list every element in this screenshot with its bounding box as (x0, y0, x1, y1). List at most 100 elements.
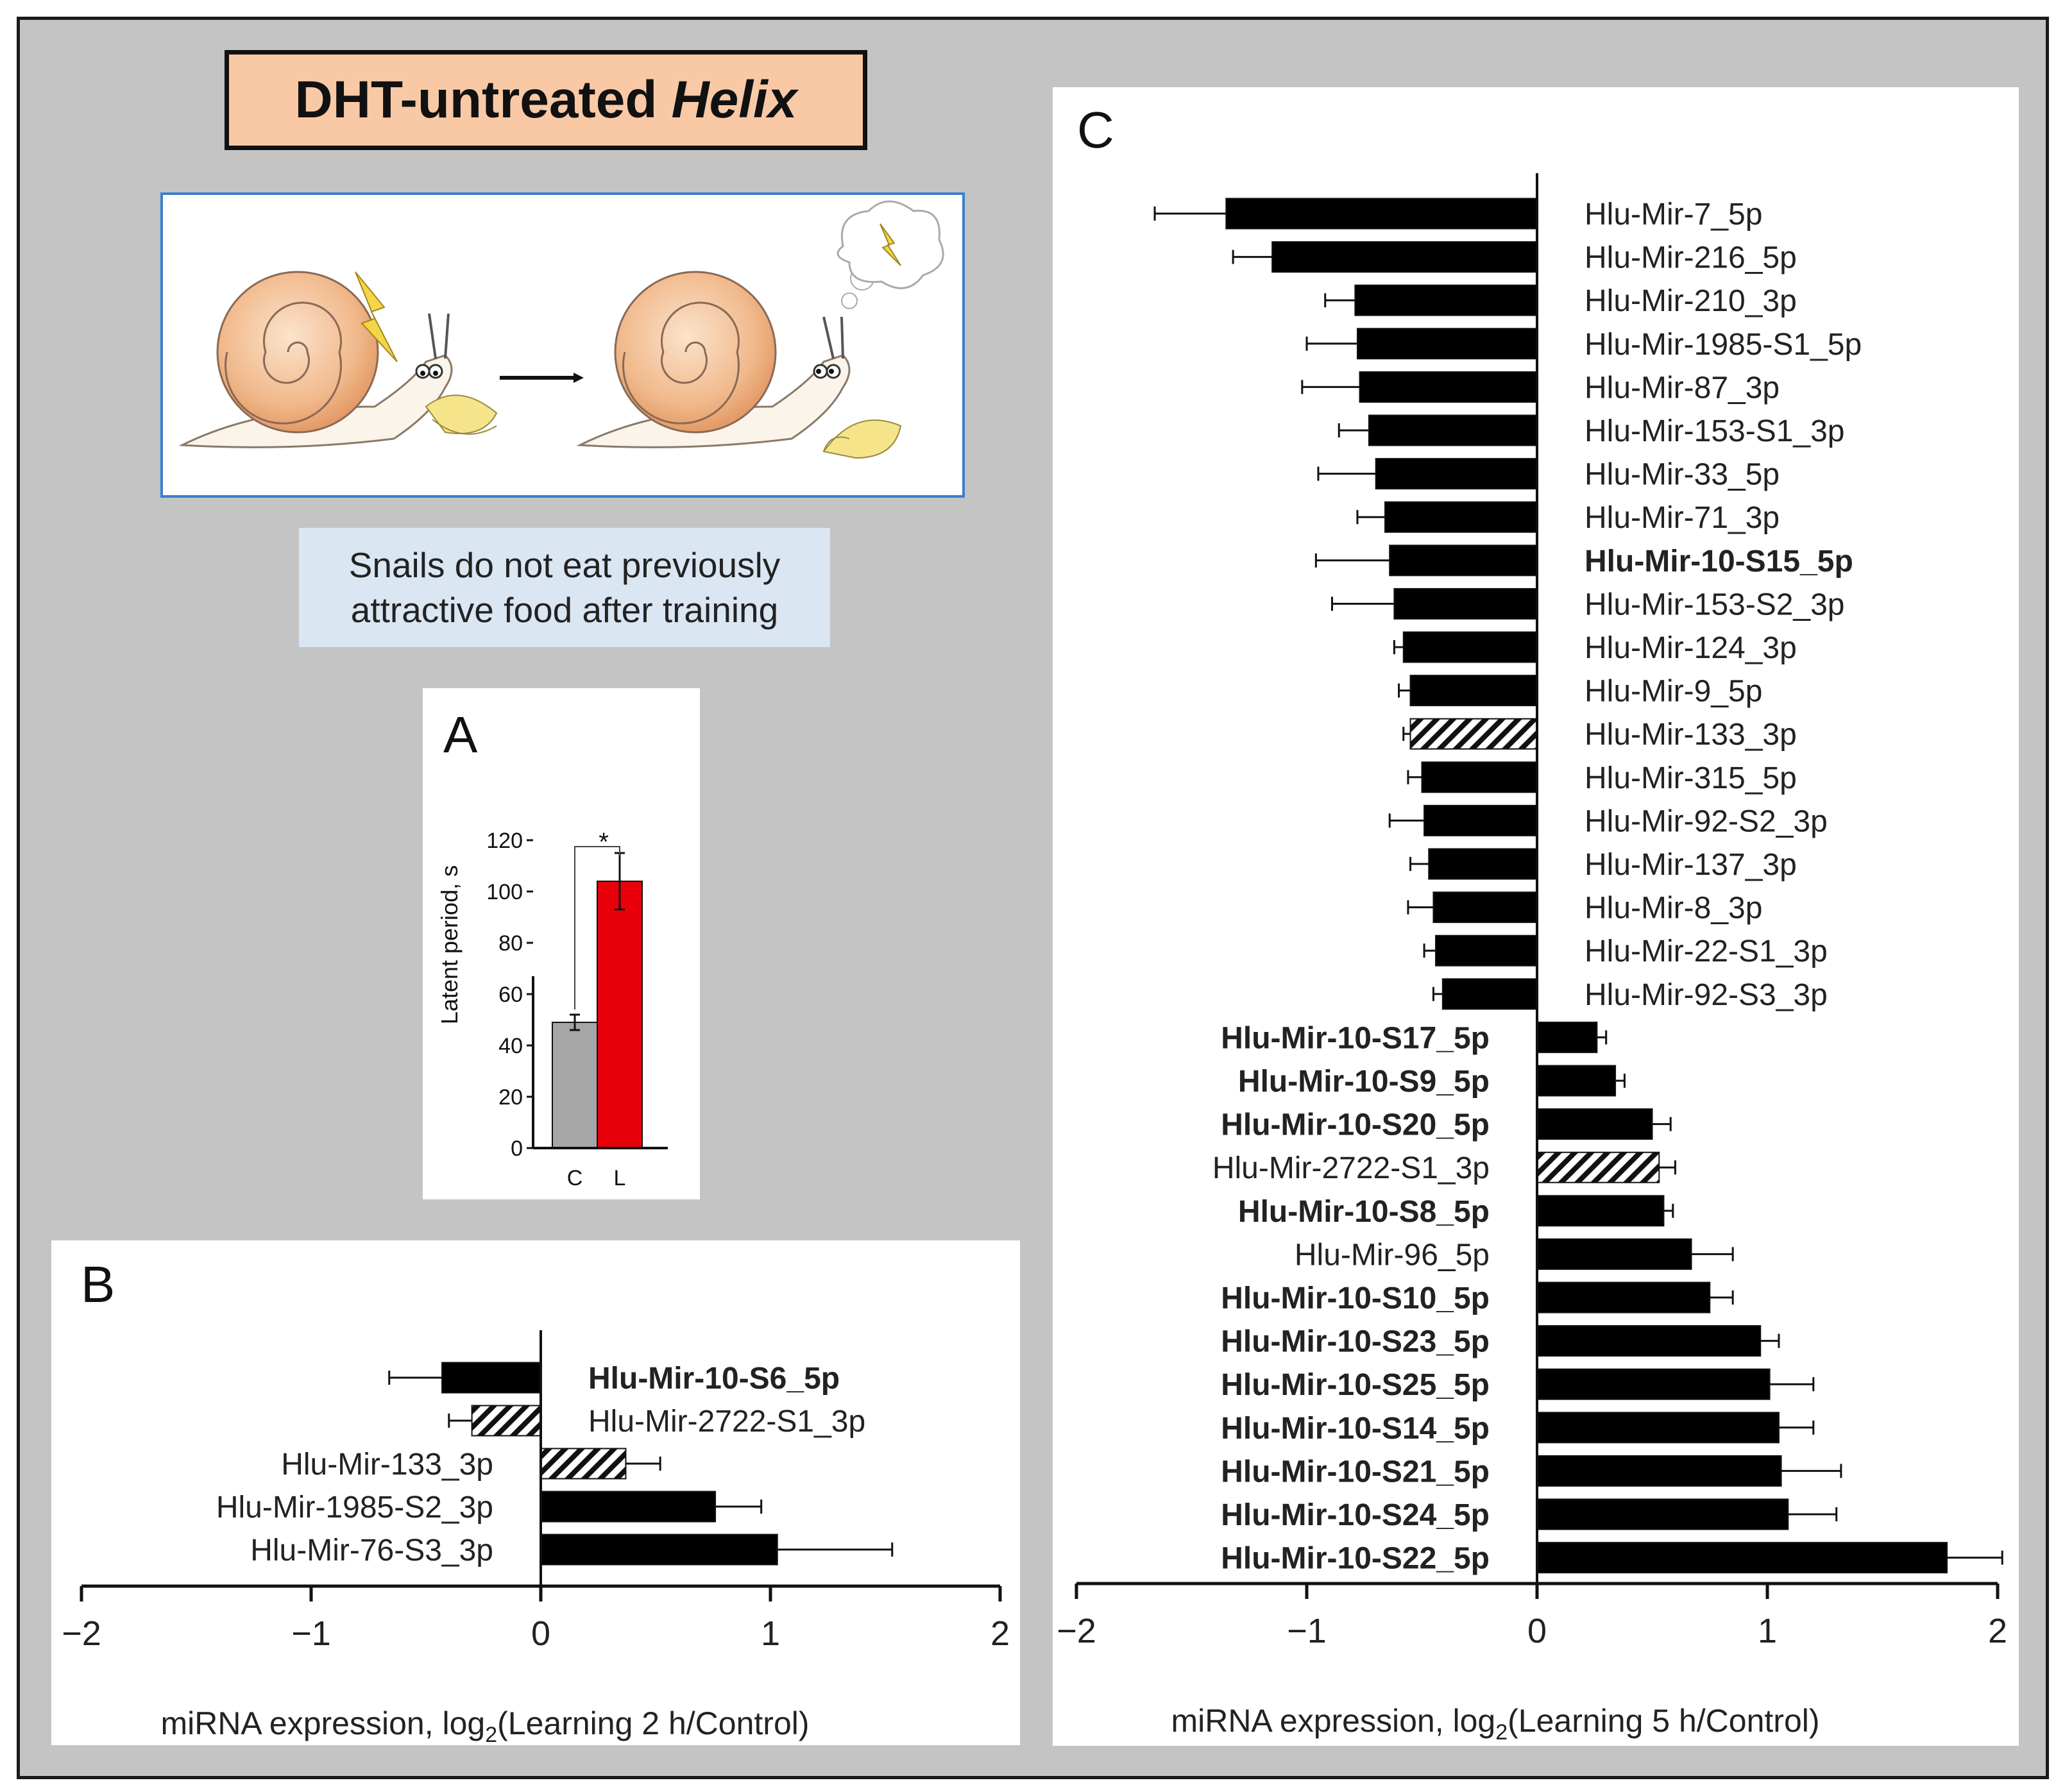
x-tick-label: −1 (1287, 1612, 1327, 1650)
bar-Hlu-Mir-2722-S1_3p (471, 1405, 541, 1437)
bar-label: Hlu-Mir-10-S14_5p (1221, 1412, 1490, 1446)
bar-Hlu-Mir-10-S25_5p (1536, 1368, 1771, 1400)
bar-Hlu-Mir-10-S10_5p (1536, 1281, 1711, 1314)
learning-2h-chart: B Hlu-Mir-10-S6_5p Hlu-Mir-2722-S1_3p Hlu-… (62, 1256, 1010, 1747)
bar-label: Hlu-Mir-10-S22_5p (1221, 1542, 1490, 1576)
x-tick-label: 0 (1527, 1612, 1547, 1650)
bar-Hlu-Mir-1985-S1_5p (1356, 328, 1538, 360)
bar-label: Hlu-Mir-7_5p (1585, 198, 1762, 232)
bar-Hlu-Mir-1985-S2_3p (540, 1491, 717, 1523)
significance-bracket (574, 846, 620, 1010)
bar-Hlu-Mir-137_3p (1428, 848, 1538, 880)
bar-label: Hlu-Mir-92-S2_3p (1585, 804, 1828, 838)
bar-label: Hlu-Mir-124_3p (1585, 631, 1797, 665)
bar-Hlu-Mir-22-S1_3p (1435, 934, 1538, 967)
y-axis-label: Latent period, s (436, 865, 463, 1024)
bar-label: Hlu-Mir-10-S9_5p (1238, 1065, 1490, 1099)
x-axis-label-end: (Learning 2 h/Control) (497, 1705, 809, 1741)
bar-Hlu-Mir-9_5p (1409, 675, 1538, 707)
x-tick-label: 1 (1758, 1612, 1777, 1650)
snail-eating-icon (178, 271, 498, 448)
y-tick-label: 40 (498, 1034, 523, 1058)
bar-label: Hlu-Mir-8_3p (1585, 892, 1762, 926)
y-tick-label: 120 (486, 829, 523, 853)
panel-a: A Latent period, s 0 20 40 60 80 100 120 C L * (423, 688, 700, 1199)
y-tick-label: 80 (498, 931, 523, 956)
x-tick-label: 2 (1988, 1612, 2007, 1650)
figure-title: DHT-untreated Helix (225, 50, 867, 150)
x-axis-label-main: miRNA expression, log (160, 1705, 485, 1741)
bar-Hlu-Mir-315_5p (1421, 761, 1538, 793)
bar-label: Hlu-Mir-210_3p (1585, 284, 1797, 318)
bar-label: Hlu-Mir-92-S3_3p (1585, 978, 1828, 1012)
bar-label: Hlu-Mir-10-S17_5p (1221, 1021, 1490, 1055)
panel-b: B Hlu-Mir-10-S6_5p Hlu-Mir-2722-S1_3p Hlu-… (51, 1240, 1020, 1747)
bar-label: Hlu-Mir-2722-S1_3p (588, 1405, 865, 1439)
x-axis-label: miRNA expression, log2(Learning 5 h/Cont… (1171, 1703, 1819, 1745)
bar-Hlu-Mir-216_5p (1271, 241, 1538, 273)
y-tick-label: 0 (511, 1137, 523, 1161)
bar-Hlu-Mir-153-S1_3p (1368, 414, 1538, 446)
title-species: Helix (671, 71, 797, 129)
bar-Hlu-Mir-10-S22_5p (1536, 1542, 1948, 1574)
bar-label: Hlu-Mir-96_5p (1295, 1238, 1490, 1272)
snail-drawing (178, 200, 944, 459)
bar-Hlu-Mir-87_3p (1359, 371, 1538, 403)
bar-Hlu-Mir-10-S24_5p (1536, 1498, 1789, 1530)
bar-Hlu-Mir-10-S20_5p (1536, 1108, 1653, 1140)
bar-label: Hlu-Mir-10-S8_5p (1238, 1195, 1490, 1229)
bar-Hlu-Mir-92-S3_3p (1441, 978, 1538, 1010)
x-tick-label: L (614, 1166, 626, 1190)
bar-Hlu-Mir-10-S21_5p (1536, 1455, 1782, 1487)
bar-label: Hlu-Mir-87_3p (1585, 371, 1780, 405)
latent-period-chart: A Latent period, s 0 20 40 60 80 100 120 C L * (436, 706, 668, 1190)
bar-Hlu-Mir-2722-S1_3p (1536, 1151, 1660, 1183)
bar-Hlu-Mir-71_3p (1384, 501, 1538, 533)
bar-Hlu-Mir-92-S2_3p (1423, 804, 1538, 836)
bar-C (552, 1022, 598, 1149)
training-illustration (160, 192, 965, 498)
bar-Hlu-Mir-33_5p (1375, 458, 1538, 490)
panel-c: C Hlu-Mir-7_5p Hlu-Mir-216_5p Hlu-Mir-210_… (1053, 87, 2019, 1746)
bar-Hlu-Mir-153-S2_3p (1393, 587, 1538, 620)
bar-Hlu-Mir-7_5p (1225, 198, 1538, 230)
bar-label: Hlu-Mir-10-S25_5p (1221, 1368, 1490, 1402)
x-axis-label-subscript: 2 (485, 1723, 497, 1745)
x-tick-label: 0 (531, 1614, 550, 1653)
significance-star: * (599, 828, 609, 856)
x-tick-label: −2 (62, 1614, 101, 1653)
bar-label: Hlu-Mir-33_5p (1585, 458, 1780, 492)
bar-Hlu-Mir-10-S15_5p (1389, 545, 1538, 577)
learning-5h-chart: C Hlu-Mir-7_5p Hlu-Mir-216_5p Hlu-Mir-210_… (1057, 101, 2007, 1745)
x-tick-label: −1 (291, 1614, 331, 1653)
panel-label: B (81, 1256, 115, 1313)
bar-Hlu-Mir-10-S8_5p (1536, 1195, 1665, 1227)
y-tick-label: 20 (498, 1085, 523, 1110)
bar-label: Hlu-Mir-71_3p (1585, 501, 1780, 535)
bar-Hlu-Mir-96_5p (1536, 1238, 1692, 1270)
panel-label: A (443, 706, 478, 763)
bar-Hlu-Mir-76-S3_3p (540, 1534, 778, 1566)
title-prefix: DHT-untreated (294, 71, 658, 129)
bar-label: Hlu-Mir-10-S15_5p (1585, 545, 1853, 579)
x-axis-label-end: (Learning 5 h/Control) (1508, 1703, 1819, 1739)
x-axis-label-main: miRNA expression, log (1171, 1703, 1495, 1739)
bar-Hlu-Mir-10-S23_5p (1536, 1325, 1762, 1357)
bar-label: Hlu-Mir-2722-S1_3p (1212, 1151, 1490, 1185)
caption-box: Snails do not eat previously attractive … (299, 528, 830, 647)
x-tick-label: C (567, 1166, 583, 1190)
bar-label: Hlu-Mir-22-S1_3p (1585, 934, 1828, 968)
snail-avoiding-icon (576, 200, 944, 459)
bar-label: Hlu-Mir-137_3p (1585, 848, 1797, 882)
y-tick-label: 100 (486, 880, 523, 904)
bar-Hlu-Mir-10-S14_5p (1536, 1412, 1780, 1444)
bar-Hlu-Mir-10-S6_5p (441, 1362, 541, 1394)
bar-label: Hlu-Mir-10-S10_5p (1221, 1281, 1490, 1315)
bar-label: Hlu-Mir-315_5p (1585, 761, 1797, 795)
bar-Hlu-Mir-133_3p (540, 1448, 627, 1480)
y-tick-label: 60 (498, 983, 523, 1007)
bar-label: Hlu-Mir-153-S1_3p (1585, 414, 1845, 448)
caption-line-1: Snails do not eat previously (348, 545, 781, 585)
bar-label: Hlu-Mir-153-S2_3p (1585, 587, 1845, 621)
bar-label: Hlu-Mir-76-S3_3p (250, 1534, 493, 1568)
